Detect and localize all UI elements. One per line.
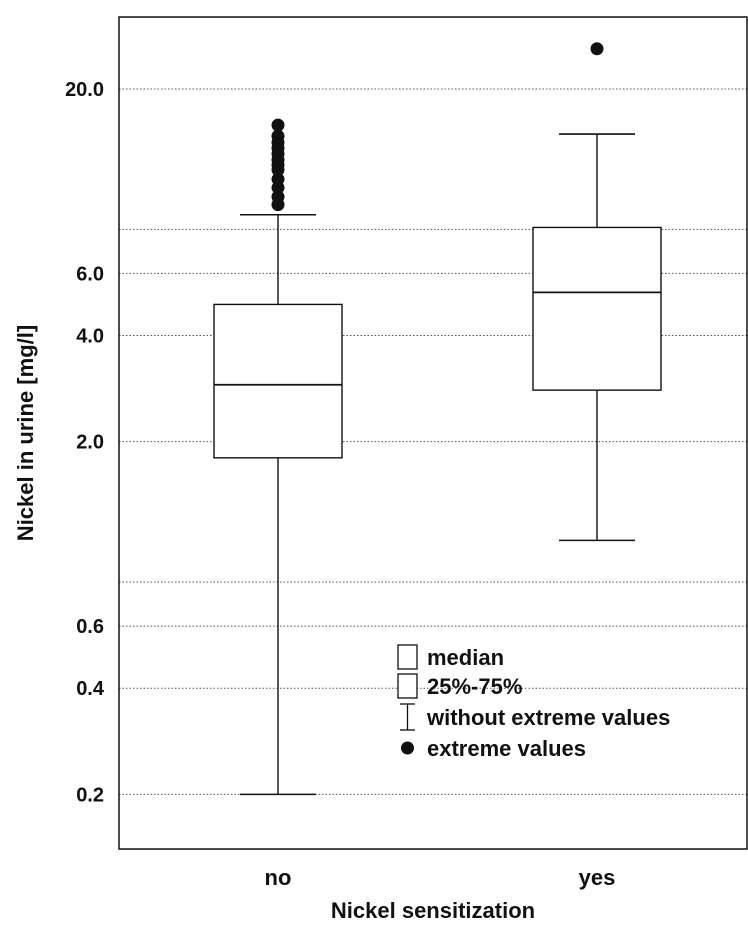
y-axis-label: Nickel in urine [mg/l]	[13, 325, 38, 541]
box-group-no	[213, 118, 343, 796]
y-tick-label: 0.2	[76, 784, 104, 806]
y-tick-label: 0.6	[76, 616, 104, 638]
legend-label: 25%-75%	[427, 674, 522, 699]
extreme-point	[271, 172, 285, 186]
legend-item: without extreme values	[400, 703, 670, 731]
legend-label: median	[427, 645, 504, 670]
legend-box-swatch	[397, 644, 418, 670]
box-layer	[213, 42, 662, 796]
legend-item: median	[397, 644, 504, 670]
iqr-box	[213, 303, 343, 459]
y-tick-label: 2.0	[76, 432, 104, 454]
legend-item: 25%-75%	[397, 673, 522, 699]
legend-label: without extreme values	[426, 705, 670, 730]
x-category-label: yes	[579, 865, 616, 890]
legend-label: extreme values	[427, 736, 586, 761]
y-tick-label: 4.0	[76, 326, 104, 348]
legend-box-swatch	[397, 673, 418, 699]
legend-dot-swatch	[401, 741, 414, 755]
y-tick-label: 6.0	[76, 263, 104, 285]
y-tick-labels: 0.2 0.4 0.6 2.0 4.0 6.0 20.0	[65, 79, 105, 806]
x-axis-label: Nickel sensitization	[331, 898, 535, 923]
extreme-point	[271, 129, 285, 143]
legend: median 25%-75% without extreme values extre…	[397, 644, 670, 761]
extreme-point	[271, 118, 285, 132]
y-tick-label: 0.4	[76, 678, 105, 700]
x-category-label: no	[265, 865, 292, 890]
x-category-labels: no yes	[265, 865, 616, 890]
y-tick-label: 20.0	[65, 79, 104, 101]
iqr-box	[532, 226, 662, 391]
legend-item: extreme values	[401, 736, 586, 761]
extreme-point	[590, 42, 604, 56]
extreme-point	[271, 190, 285, 204]
box-group-yes	[532, 42, 662, 542]
plot-frame	[118, 16, 748, 850]
